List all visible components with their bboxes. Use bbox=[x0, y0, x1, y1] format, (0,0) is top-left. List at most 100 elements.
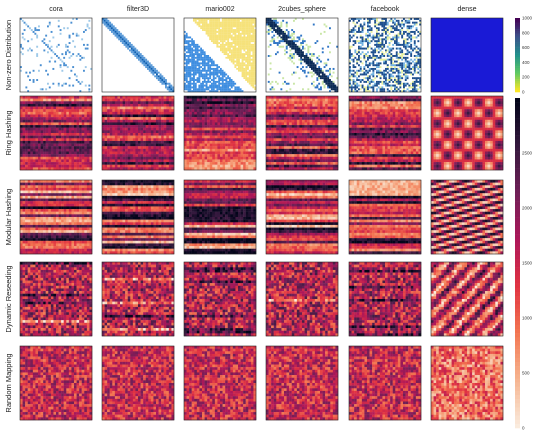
heatmap-cell bbox=[61, 196, 64, 199]
heatmap-cell bbox=[35, 302, 38, 305]
heatmap-cell bbox=[84, 278, 87, 281]
heatmap-cell bbox=[128, 180, 131, 183]
heatmap-cell bbox=[53, 409, 56, 412]
heatmap-cell bbox=[41, 318, 44, 321]
heatmap-cell bbox=[71, 157, 74, 160]
heatmap-cell bbox=[59, 128, 62, 131]
heatmap-cell bbox=[51, 304, 54, 307]
heatmap-cell bbox=[48, 193, 51, 196]
heatmap-cell bbox=[30, 386, 33, 389]
heatmap-cell bbox=[43, 380, 46, 383]
heatmap-cell bbox=[107, 191, 110, 194]
heatmap-cell bbox=[120, 225, 123, 228]
heatmap-cell bbox=[38, 265, 41, 268]
heatmap-cell bbox=[51, 201, 54, 204]
heatmap-cell bbox=[64, 270, 67, 273]
heatmap-cell bbox=[43, 304, 46, 307]
heatmap-cell bbox=[51, 149, 54, 152]
heatmap-cell bbox=[35, 362, 38, 365]
heatmap-cell bbox=[33, 294, 36, 297]
heatmap-cell bbox=[41, 112, 44, 115]
heatmap-cell bbox=[84, 199, 87, 202]
heatmap-cell bbox=[79, 378, 82, 381]
heatmap-cell bbox=[28, 372, 31, 375]
heatmap-cell bbox=[30, 230, 33, 233]
heatmap-cell bbox=[169, 96, 172, 99]
heatmap-cell bbox=[30, 367, 33, 370]
heatmap-cell bbox=[28, 402, 31, 405]
heatmap-cell bbox=[138, 162, 141, 165]
heatmap-cell bbox=[25, 370, 28, 373]
heatmap-cell bbox=[35, 409, 38, 412]
heatmap-cell bbox=[143, 220, 146, 223]
heatmap-cell bbox=[48, 99, 51, 102]
nonzero-cell bbox=[29, 79, 31, 81]
heatmap-cell bbox=[112, 128, 115, 131]
heatmap-cell bbox=[130, 233, 133, 236]
heatmap-cell bbox=[43, 154, 46, 157]
heatmap-cell bbox=[87, 115, 90, 118]
heatmap-cell bbox=[153, 217, 156, 220]
heatmap-cell bbox=[23, 386, 26, 389]
heatmap-cell bbox=[159, 99, 162, 102]
heatmap-cell bbox=[53, 230, 56, 233]
heatmap-cell bbox=[33, 141, 36, 144]
heatmap-cell bbox=[133, 212, 136, 215]
nonzero-cell bbox=[138, 53, 140, 55]
heatmap-cell bbox=[43, 241, 46, 244]
heatmap-cell bbox=[28, 162, 31, 165]
heatmap-cell bbox=[79, 288, 82, 291]
heatmap-cell bbox=[59, 331, 62, 334]
heatmap-cell bbox=[148, 104, 151, 107]
heatmap-cell bbox=[141, 128, 144, 131]
heatmap-cell bbox=[33, 307, 36, 310]
heatmap-cell bbox=[156, 196, 159, 199]
heatmap-cell bbox=[146, 196, 149, 199]
nonzero-cell bbox=[109, 25, 111, 27]
heatmap-cell bbox=[166, 217, 169, 220]
heatmap-cell bbox=[110, 133, 113, 136]
heatmap-cell bbox=[53, 214, 56, 217]
heatmap-cell bbox=[61, 136, 64, 139]
heatmap-cell bbox=[82, 262, 85, 265]
heatmap-cell bbox=[71, 188, 74, 191]
heatmap-cell bbox=[148, 125, 151, 128]
heatmap-cell bbox=[33, 394, 36, 397]
heatmap-cell bbox=[61, 281, 64, 284]
heatmap-cell bbox=[123, 233, 126, 236]
heatmap-cell bbox=[79, 362, 82, 365]
heatmap-cell bbox=[69, 136, 72, 139]
nonzero-cell bbox=[129, 46, 131, 48]
heatmap-cell bbox=[133, 136, 136, 139]
heatmap-cell bbox=[146, 217, 149, 220]
heatmap-cell bbox=[74, 323, 77, 326]
heatmap-cell bbox=[56, 380, 59, 383]
heatmap-cell bbox=[82, 196, 85, 199]
heatmap-cell bbox=[33, 130, 36, 133]
heatmap-cell bbox=[87, 375, 90, 378]
heatmap-cell bbox=[74, 96, 77, 99]
heatmap-cell bbox=[56, 372, 59, 375]
heatmap-cell bbox=[38, 323, 41, 326]
heatmap-cell bbox=[79, 99, 82, 102]
heatmap-cell bbox=[151, 209, 154, 212]
heatmap-cell bbox=[64, 122, 67, 125]
heatmap-cell bbox=[87, 109, 90, 112]
heatmap-cell bbox=[112, 146, 115, 149]
heatmap-cell bbox=[38, 404, 41, 407]
heatmap-cell bbox=[135, 120, 138, 123]
heatmap-cell bbox=[77, 386, 80, 389]
heatmap-cell bbox=[35, 296, 38, 299]
heatmap-cell bbox=[25, 304, 28, 307]
heatmap-cell bbox=[53, 243, 56, 246]
heatmap-cell bbox=[169, 112, 172, 115]
heatmap-cell bbox=[112, 138, 115, 141]
heatmap-cell bbox=[153, 243, 156, 246]
heatmap-cell bbox=[59, 217, 62, 220]
heatmap-cell bbox=[28, 388, 31, 391]
heatmap-cell bbox=[35, 212, 38, 215]
heatmap-cell bbox=[159, 165, 162, 168]
heatmap-cell bbox=[141, 209, 144, 212]
heatmap-cell bbox=[23, 378, 26, 381]
heatmap-cell bbox=[153, 159, 156, 162]
